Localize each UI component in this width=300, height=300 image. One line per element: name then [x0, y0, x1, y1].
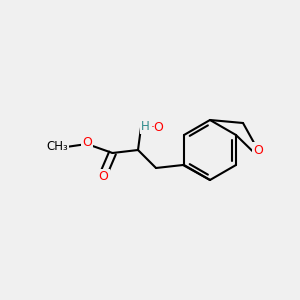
- Text: CH₃: CH₃: [46, 140, 68, 154]
- Text: ·O: ·O: [151, 121, 164, 134]
- Text: O: O: [253, 143, 263, 157]
- Text: O: O: [82, 136, 92, 149]
- Text: O: O: [99, 170, 108, 184]
- Text: H: H: [141, 119, 150, 133]
